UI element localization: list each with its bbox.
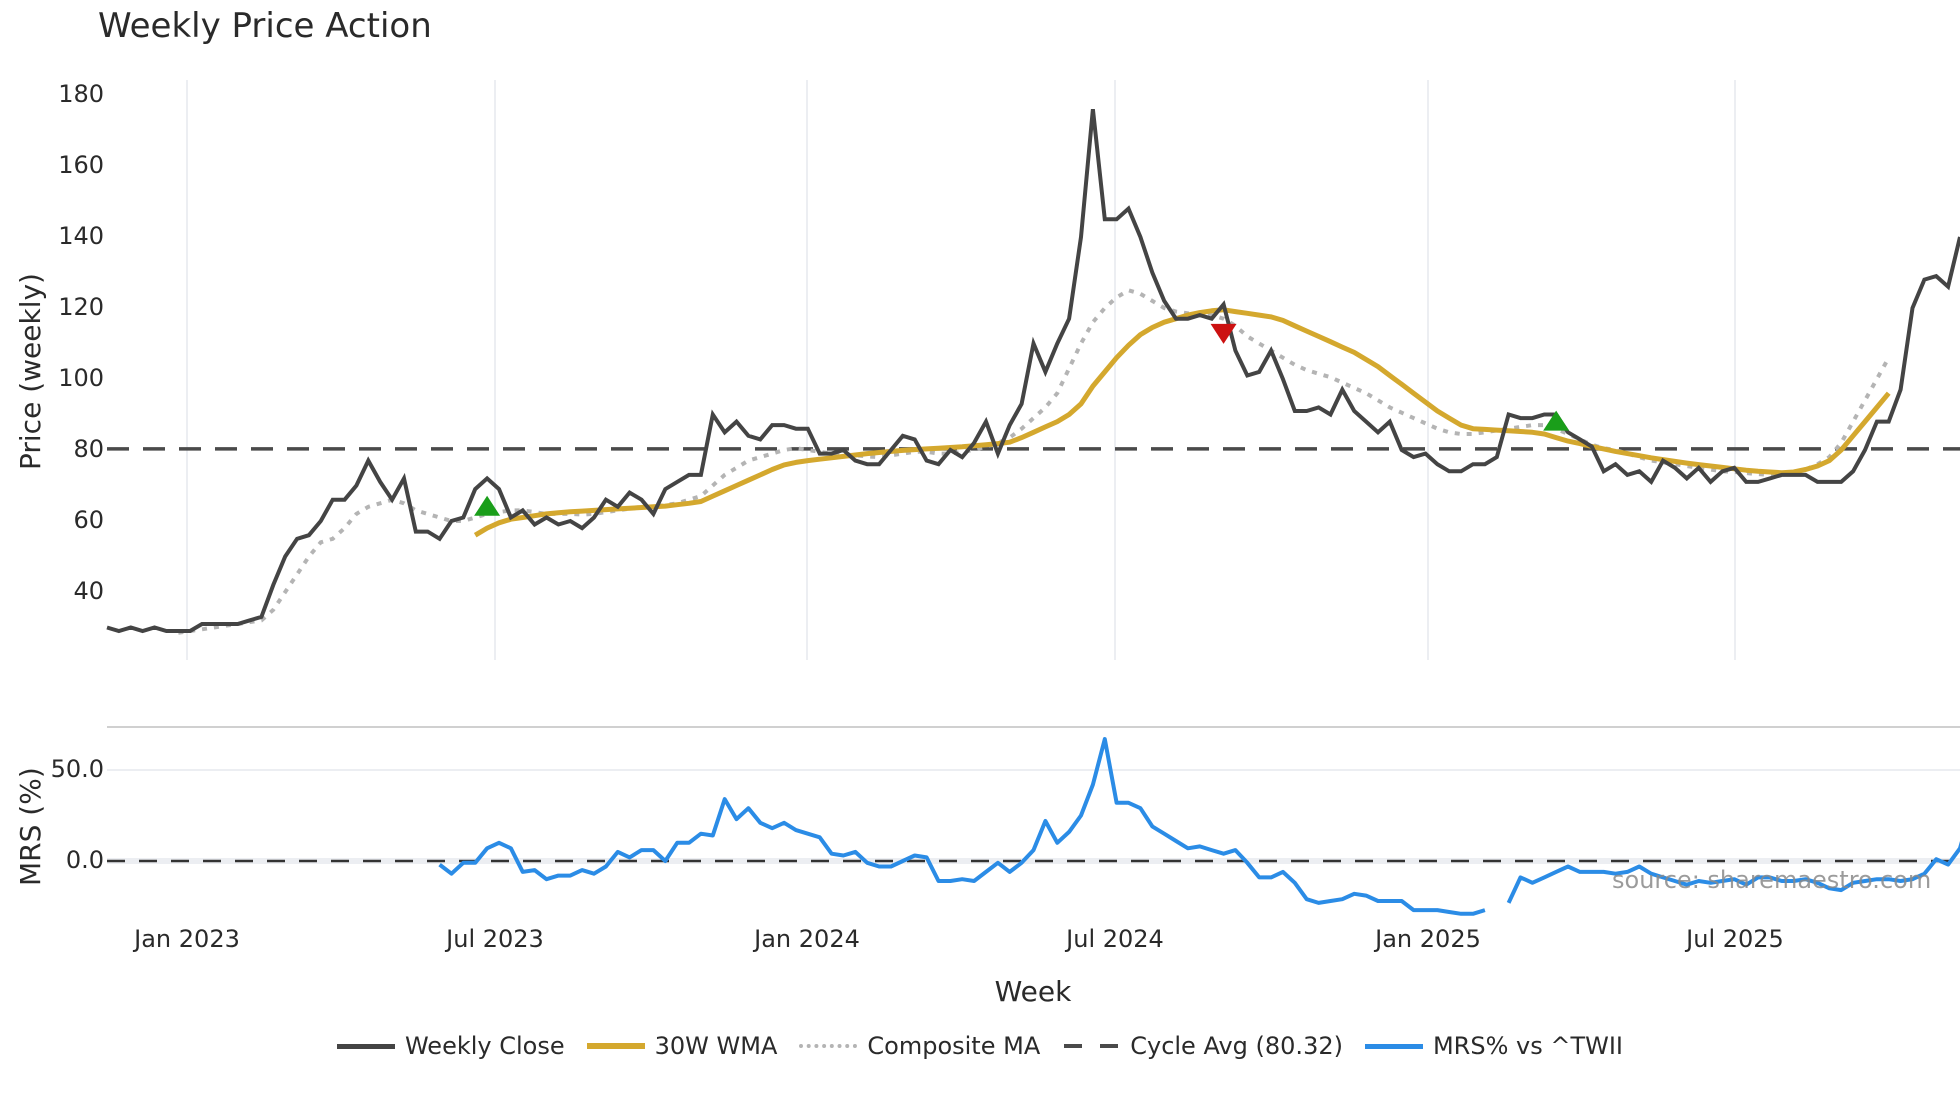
mrs-tick-label: 50.0 [50,755,104,783]
legend-item-cycle-avg[interactable]: Cycle Avg (80.32) [1062,1032,1343,1060]
weekly-close-swatch-icon [336,1043,395,1049]
x-tick-label: Jan 2023 [134,925,240,953]
weekly-close-line [106,108,1960,634]
legend-label: Composite MA [867,1032,1041,1060]
legend-item-wma[interactable]: 30W WMA [586,1032,778,1060]
buy-signal-triangle-up-icon [474,495,501,516]
legend-item-weekly-close[interactable]: Weekly Close [336,1032,565,1060]
x-tick-label: Jul 2024 [1066,925,1164,953]
legend: Weekly Close 30W WMA Composite MA Cycle … [0,1032,1960,1060]
legend-item-composite-ma[interactable]: Composite MA [799,1032,1040,1060]
price-tick-label: 140 [58,222,104,250]
x-tick-label: Jan 2025 [1375,925,1481,953]
price-tick-label: 100 [58,364,104,392]
legend-label: 30W WMA [654,1032,778,1060]
legend-item-mrs[interactable]: MRS% vs ^TWII [1364,1032,1624,1060]
mrs-line [438,737,1960,916]
price-tick-label: 160 [58,151,104,179]
wma-line [473,307,1891,538]
chart-title: Weekly Price Action [98,6,432,46]
price-tick-label: 40 [73,577,104,605]
legend-label: Weekly Close [404,1032,565,1060]
x-axis-label: Week [994,975,1072,1008]
x-tick-label: Jan 2024 [754,925,860,953]
price-tick-label: 120 [58,293,104,321]
source-watermark: source: sharemaestro.com [1612,866,1932,894]
price-tick-label: 180 [58,80,104,108]
wma-swatch-icon [586,1043,645,1049]
sell-signal-triangle-down-icon [1210,323,1237,344]
mrs-swatch-icon [1364,1043,1423,1049]
legend-label: MRS% vs ^TWII [1432,1032,1624,1060]
composite-ma-swatch-icon [799,1044,858,1048]
x-tick-label: Jul 2025 [1686,925,1784,953]
buy-signal-triangle-up-icon [1543,410,1570,431]
price-tick-label: 80 [73,435,104,463]
price-tick-label: 60 [73,506,104,534]
x-tick-label: Jul 2023 [446,925,544,953]
legend-label: Cycle Avg (80.32) [1130,1032,1343,1060]
cycle-avg-swatch-icon [1064,1044,1119,1048]
mrs-tick-label: 0.0 [65,846,104,874]
